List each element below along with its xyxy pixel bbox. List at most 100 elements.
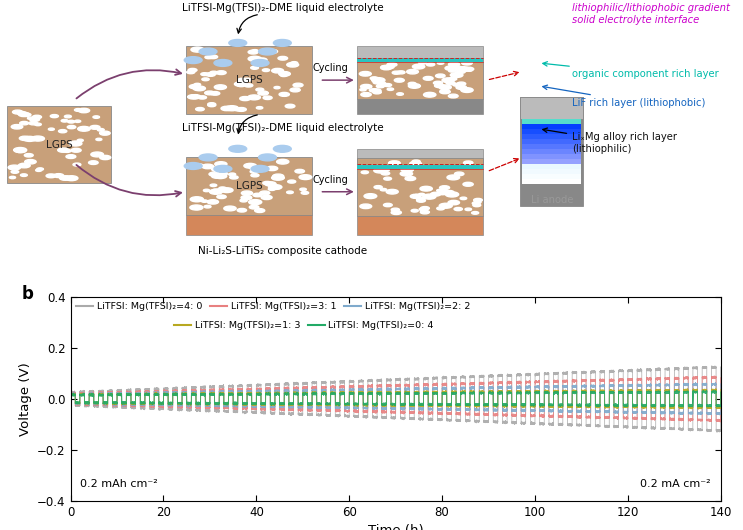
Circle shape	[229, 173, 236, 176]
Text: b: b	[22, 285, 33, 303]
Text: Cycling: Cycling	[313, 63, 348, 73]
Circle shape	[225, 105, 239, 111]
Circle shape	[447, 175, 460, 180]
Circle shape	[10, 176, 16, 179]
LiTFSI: Mg(TFSI)₂=4: 0: (89.8, -0.0911): Mg(TFSI)₂=4: 0: (89.8, -0.0911)	[483, 419, 492, 425]
Bar	[357, 165, 483, 170]
Circle shape	[218, 187, 227, 190]
Circle shape	[202, 78, 210, 81]
Circle shape	[387, 88, 394, 91]
Circle shape	[456, 67, 470, 72]
Circle shape	[69, 141, 82, 146]
Circle shape	[204, 189, 210, 192]
Circle shape	[442, 78, 455, 83]
Circle shape	[97, 128, 104, 131]
Circle shape	[435, 74, 445, 78]
Circle shape	[205, 91, 215, 95]
Circle shape	[194, 83, 201, 86]
LiTFSI: Mg(TFSI)₂=3: 1: (84.9, 0.0604): Mg(TFSI)₂=3: 1: (84.9, 0.0604)	[461, 380, 470, 386]
Bar	[522, 164, 581, 170]
LiTFSI: Mg(TFSI)₂=4: 0: (139, -0.131): Mg(TFSI)₂=4: 0: (139, -0.131)	[713, 429, 721, 435]
Bar	[522, 119, 581, 125]
Circle shape	[209, 55, 218, 59]
Circle shape	[221, 106, 233, 111]
Circle shape	[244, 163, 256, 168]
LiTFSI: Mg(TFSI)₂=3: 1: (65.1, -0.0505): Mg(TFSI)₂=3: 1: (65.1, -0.0505)	[369, 409, 377, 415]
Circle shape	[445, 190, 454, 194]
Circle shape	[261, 196, 272, 200]
Circle shape	[392, 208, 400, 211]
Bar	[522, 124, 581, 129]
Circle shape	[473, 202, 480, 205]
Circle shape	[74, 120, 81, 122]
Circle shape	[373, 91, 381, 94]
LiTFSI: Mg(TFSI)₂=1: 3: (0, 0.0185): Mg(TFSI)₂=1: 3: (0, 0.0185)	[66, 391, 75, 398]
Circle shape	[464, 67, 474, 71]
Circle shape	[204, 205, 211, 208]
Legend: LiTFSI: Mg(TFSI)₂=1: 3, LiTFSI: Mg(TFSI)₂=0: 4: LiTFSI: Mg(TFSI)₂=1: 3, LiTFSI: Mg(TFSI)…	[170, 317, 438, 333]
Circle shape	[248, 56, 262, 61]
Circle shape	[100, 155, 111, 160]
Circle shape	[461, 61, 473, 65]
Circle shape	[78, 108, 90, 113]
Circle shape	[255, 209, 265, 213]
Circle shape	[241, 191, 253, 195]
Circle shape	[461, 87, 473, 92]
Circle shape	[381, 172, 389, 175]
Circle shape	[440, 90, 450, 94]
Circle shape	[208, 103, 215, 106]
Circle shape	[221, 172, 227, 175]
Circle shape	[418, 193, 425, 196]
Circle shape	[240, 96, 250, 101]
Circle shape	[449, 77, 457, 81]
Circle shape	[244, 84, 253, 87]
Circle shape	[270, 184, 282, 189]
Circle shape	[383, 204, 392, 207]
Circle shape	[372, 89, 381, 93]
Circle shape	[21, 174, 27, 176]
Line: LiTFSI: Mg(TFSI)₂=3: 1: LiTFSI: Mg(TFSI)₂=3: 1	[71, 376, 721, 422]
LiTFSI: Mg(TFSI)₂=3: 1: (140, 0.0834): Mg(TFSI)₂=3: 1: (140, 0.0834)	[716, 374, 725, 381]
Circle shape	[207, 200, 218, 204]
Bar	[522, 129, 581, 135]
Circle shape	[71, 148, 81, 152]
Circle shape	[438, 62, 444, 64]
Circle shape	[17, 111, 27, 115]
Circle shape	[412, 64, 425, 69]
Circle shape	[455, 172, 464, 175]
LiTFSI: Mg(TFSI)₂=1: 3: (53.9, -0.0232): Mg(TFSI)₂=1: 3: (53.9, -0.0232)	[317, 402, 325, 408]
Circle shape	[210, 184, 217, 187]
Circle shape	[449, 69, 455, 72]
Circle shape	[193, 86, 205, 91]
Circle shape	[251, 174, 259, 177]
Circle shape	[235, 82, 246, 86]
Circle shape	[229, 40, 247, 46]
Circle shape	[426, 63, 435, 66]
Circle shape	[250, 170, 259, 173]
Circle shape	[63, 149, 71, 153]
Circle shape	[78, 126, 90, 131]
Bar	[357, 58, 483, 99]
LiTFSI: Mg(TFSI)₂=1: 3: (89.8, -0.0285): Mg(TFSI)₂=1: 3: (89.8, -0.0285)	[483, 403, 492, 409]
LiTFSI: Mg(TFSI)₂=0: 4: (68.3, 0.0257): Mg(TFSI)₂=0: 4: (68.3, 0.0257)	[383, 389, 392, 395]
Text: LiTFSI-Mg(TFSI)₂-DME liquid electrolyte: LiTFSI-Mg(TFSI)₂-DME liquid electrolyte	[181, 123, 383, 133]
Circle shape	[25, 160, 36, 164]
Circle shape	[431, 192, 441, 196]
Circle shape	[209, 172, 220, 176]
Circle shape	[193, 164, 204, 168]
Bar	[522, 144, 581, 149]
Circle shape	[93, 116, 100, 118]
Circle shape	[188, 95, 199, 99]
LiTFSI: Mg(TFSI)₂=0: 4: (130, 0.0326): Mg(TFSI)₂=0: 4: (130, 0.0326)	[672, 387, 681, 394]
Circle shape	[460, 197, 467, 200]
Circle shape	[198, 96, 207, 99]
Circle shape	[449, 62, 460, 67]
Bar	[520, 98, 583, 206]
Circle shape	[199, 154, 217, 161]
Circle shape	[360, 89, 366, 91]
Circle shape	[274, 86, 280, 89]
LiTFSI: Mg(TFSI)₂=0: 4: (0, 0.0145): Mg(TFSI)₂=0: 4: (0, 0.0145)	[66, 392, 75, 399]
Circle shape	[453, 83, 460, 86]
Text: 0.2 mA cm⁻²: 0.2 mA cm⁻²	[640, 479, 711, 489]
Circle shape	[216, 189, 224, 192]
